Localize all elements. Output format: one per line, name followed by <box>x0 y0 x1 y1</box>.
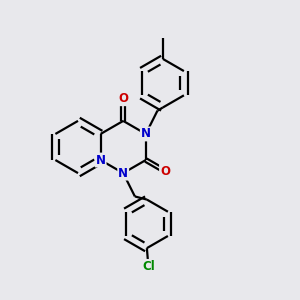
Text: Cl: Cl <box>142 260 155 273</box>
Text: N: N <box>96 154 106 166</box>
Text: O: O <box>160 165 170 178</box>
Text: N: N <box>118 167 128 180</box>
Text: O: O <box>118 92 128 105</box>
Text: N: N <box>141 128 151 140</box>
